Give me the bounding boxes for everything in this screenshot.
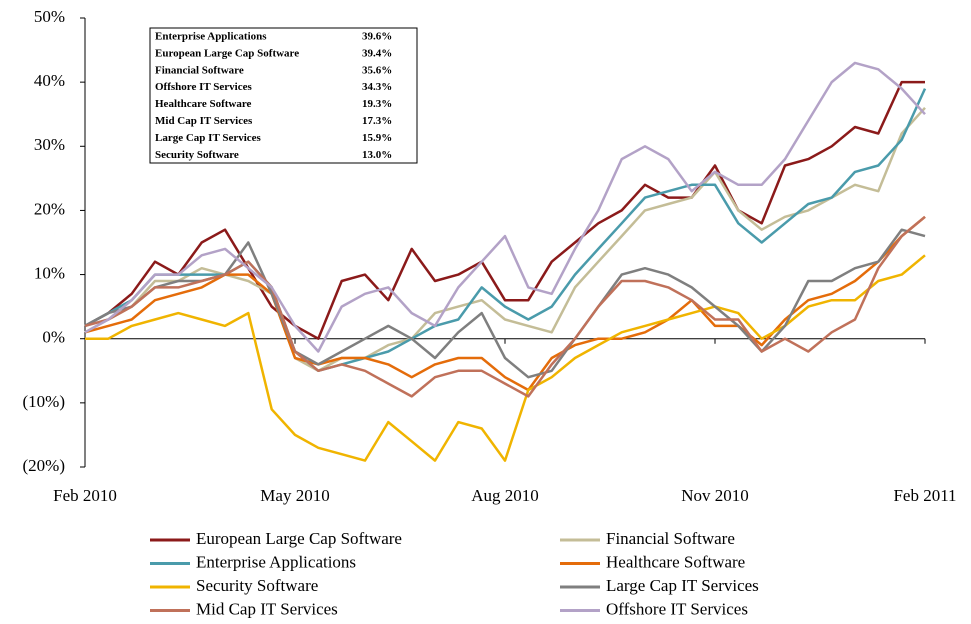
summary-name: Mid Cap IT Services <box>155 115 253 127</box>
legend-label: Financial Software <box>606 529 735 548</box>
summary-name: Large Cap IT Services <box>155 132 262 144</box>
y-tick-label: (20%) <box>23 456 65 475</box>
series-line <box>84 215 926 392</box>
summary-value: 19.3% <box>362 98 392 110</box>
series-line <box>84 61 926 353</box>
y-tick-label: 30% <box>34 135 65 154</box>
x-tick-label: Feb 2011 <box>893 486 956 505</box>
summary-box <box>149 27 418 164</box>
legend-label: Large Cap IT Services <box>606 576 759 595</box>
summary-name: Financial Software <box>155 64 244 76</box>
summary-value: 17.3% <box>362 115 392 127</box>
x-tick-label: Aug 2010 <box>471 486 539 505</box>
summary-name: European Large Cap Software <box>155 47 299 59</box>
summary-value: 13.0% <box>362 149 392 161</box>
legend-label: Healthcare Software <box>606 552 745 571</box>
summary-value: 39.4% <box>362 47 392 59</box>
x-tick-label: May 2010 <box>260 486 329 505</box>
summary-value: 39.6% <box>362 31 392 43</box>
y-tick-label: 10% <box>34 263 65 282</box>
x-tick-label: Feb 2010 <box>53 486 117 505</box>
summary-value: 34.3% <box>362 81 392 93</box>
y-tick-label: 20% <box>34 199 65 218</box>
y-tick-label: (10%) <box>23 392 65 411</box>
x-tick-label: Nov 2010 <box>681 486 749 505</box>
summary-name: Healthcare Software <box>155 98 252 110</box>
summary-name: Offshore IT Services <box>155 81 252 93</box>
summary-name: Security Software <box>155 149 239 161</box>
y-tick-label: 50% <box>34 7 65 26</box>
legend-label: European Large Cap Software <box>196 529 402 548</box>
legend-label: Offshore IT Services <box>606 599 748 618</box>
summary-name: Enterprise Applications <box>155 31 267 43</box>
legend-label: Mid Cap IT Services <box>196 599 338 618</box>
legend-label: Enterprise Applications <box>196 552 356 571</box>
summary-value: 15.9% <box>362 132 392 144</box>
y-tick-label: 40% <box>34 71 65 90</box>
summary-value: 35.6% <box>362 64 392 76</box>
series-line <box>84 215 926 398</box>
legend-label: Security Software <box>196 576 318 595</box>
series-line <box>84 80 925 340</box>
y-tick-label: 0% <box>42 328 65 347</box>
